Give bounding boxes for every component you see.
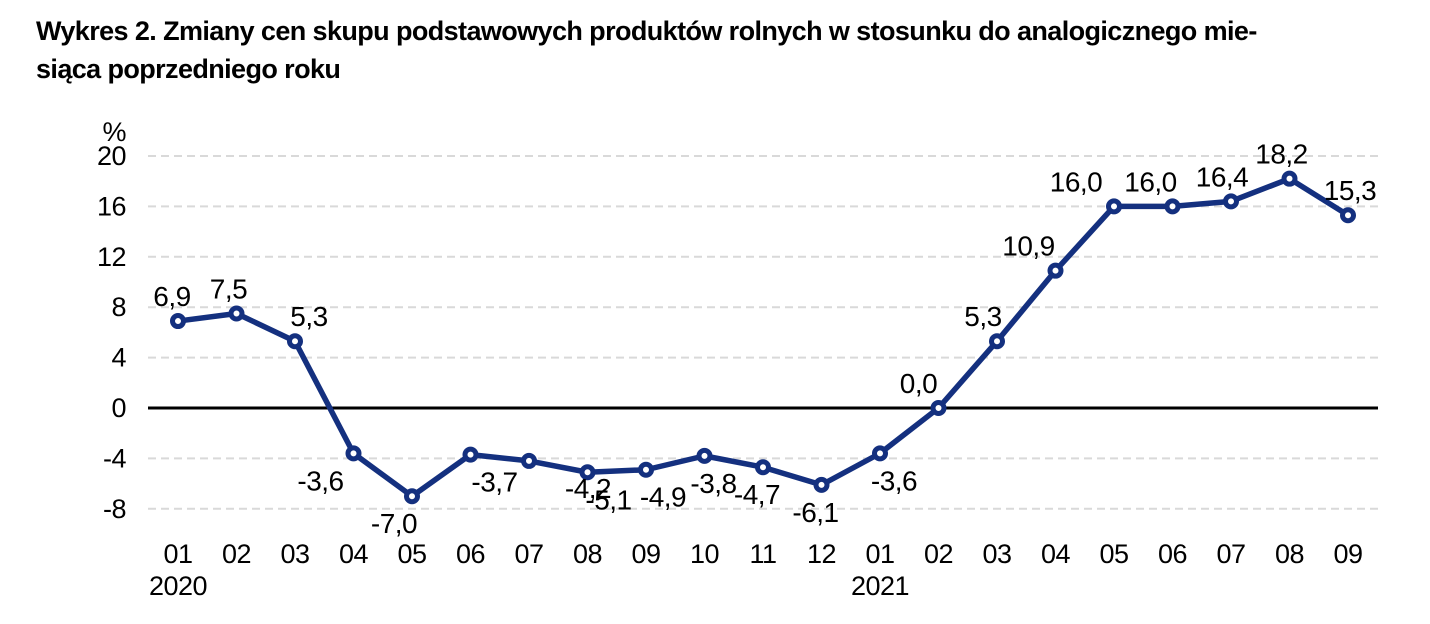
data-value-label-20: 15,3 xyxy=(1324,175,1377,206)
data-point-marker-01 xyxy=(170,313,186,330)
y-tick-label-12: 12 xyxy=(97,242,126,272)
data-point-marker-02 xyxy=(228,305,245,322)
data-point-marker-06 xyxy=(1164,198,1181,215)
data-value-label-7: -5,1 xyxy=(585,484,631,515)
x-tick-label-20: 09 xyxy=(1333,539,1362,569)
data-value-label-12: -3,6 xyxy=(871,465,917,496)
chart-title: Wykres 2. Zmiany cen skupu podstawowych … xyxy=(36,12,1257,88)
data-value-label-10: -4,7 xyxy=(734,479,780,510)
data-value-label-19: 18,2 xyxy=(1255,139,1308,170)
y-tick-label-8: 8 xyxy=(111,292,126,322)
data-point-marker-08 xyxy=(579,464,596,481)
data-value-label-18: 16,4 xyxy=(1196,161,1249,192)
data-value-label-15: 10,9 xyxy=(1002,231,1055,262)
data-point-marker-04 xyxy=(1047,262,1064,279)
data-point-marker-09 xyxy=(638,461,654,478)
data-value-label-11: -6,1 xyxy=(792,497,838,528)
x-tick-label-0: 01 xyxy=(163,539,192,569)
y-tick-label-16: 16 xyxy=(97,191,126,221)
data-point-marker-03 xyxy=(989,333,1005,350)
data-point-marker-07 xyxy=(1223,193,1239,210)
data-point-marker-03 xyxy=(287,333,303,350)
y-tick-label--8: -8 xyxy=(103,494,126,524)
x-tick-label-7: 08 xyxy=(573,539,602,569)
data-value-label-14: 5,3 xyxy=(964,301,1001,332)
x-tick-label-17: 06 xyxy=(1158,539,1187,569)
data-point-marker-05 xyxy=(1106,198,1122,215)
data-value-label-8: -4,9 xyxy=(640,482,686,513)
data-value-label-0: 6,9 xyxy=(153,281,190,312)
data-point-marker-04 xyxy=(345,445,362,462)
x-tick-label-5: 06 xyxy=(456,539,485,569)
data-point-marker-06 xyxy=(462,446,479,463)
data-point-marker-08 xyxy=(1281,170,1298,187)
x-tick-label-4: 05 xyxy=(397,539,426,569)
data-point-marker-07 xyxy=(521,452,537,469)
x-tick-label-8: 09 xyxy=(631,539,660,569)
y-tick-label-4: 4 xyxy=(111,343,126,373)
data-value-label-1: 7,5 xyxy=(210,274,247,305)
x-tick-label-14: 03 xyxy=(982,539,1011,569)
x-tick-label-3: 04 xyxy=(339,539,369,569)
y-tick-label-20: 20 xyxy=(97,141,126,171)
x-tick-label-18: 07 xyxy=(1216,539,1245,569)
data-value-label-2: 5,3 xyxy=(290,301,327,332)
x-tick-label-1: 02 xyxy=(222,539,251,569)
data-value-label-4: -7,0 xyxy=(371,508,417,539)
data-point-marker-05 xyxy=(404,488,420,505)
chart-title-line2: siąca poprzedniego roku xyxy=(36,54,341,84)
data-point-marker-11 xyxy=(755,459,771,476)
data-value-label-13: 0,0 xyxy=(900,368,937,399)
data-point-marker-10 xyxy=(696,447,713,464)
data-point-marker-09 xyxy=(1340,207,1356,224)
x-tick-label-16: 05 xyxy=(1099,539,1128,569)
x-tick-label-6: 07 xyxy=(514,539,543,569)
year-label-2021: 2021 xyxy=(851,571,909,601)
data-point-marker-12 xyxy=(813,476,830,493)
data-point-marker-01 xyxy=(872,445,888,462)
chart-title-line1: Wykres 2. Zmiany cen skupu podstawowych … xyxy=(36,16,1257,46)
data-value-label-6: -4,2 xyxy=(565,473,611,504)
x-tick-label-15: 04 xyxy=(1041,539,1071,569)
year-label-2020: 2020 xyxy=(149,571,207,601)
data-value-label-9: -3,8 xyxy=(690,468,736,499)
x-tick-label-2: 03 xyxy=(280,539,309,569)
data-value-label-5: -3,7 xyxy=(471,467,517,498)
y-tick-label--4: -4 xyxy=(103,443,126,473)
data-value-label-3: -3,6 xyxy=(297,465,343,496)
x-tick-label-19: 08 xyxy=(1275,539,1304,569)
x-tick-label-12: 01 xyxy=(865,539,894,569)
y-tick-label-0: 0 xyxy=(111,393,126,423)
x-tick-label-13: 02 xyxy=(924,539,953,569)
x-tick-label-9: 10 xyxy=(690,539,719,569)
data-point-marker-02 xyxy=(930,400,947,416)
x-tick-label-11: 12 xyxy=(807,539,836,569)
y-axis-unit-label: % xyxy=(102,117,126,147)
x-tick-label-10: 11 xyxy=(749,539,776,569)
data-value-label-17: 16,0 xyxy=(1124,166,1177,197)
data-value-label-16: 16,0 xyxy=(1050,166,1103,197)
